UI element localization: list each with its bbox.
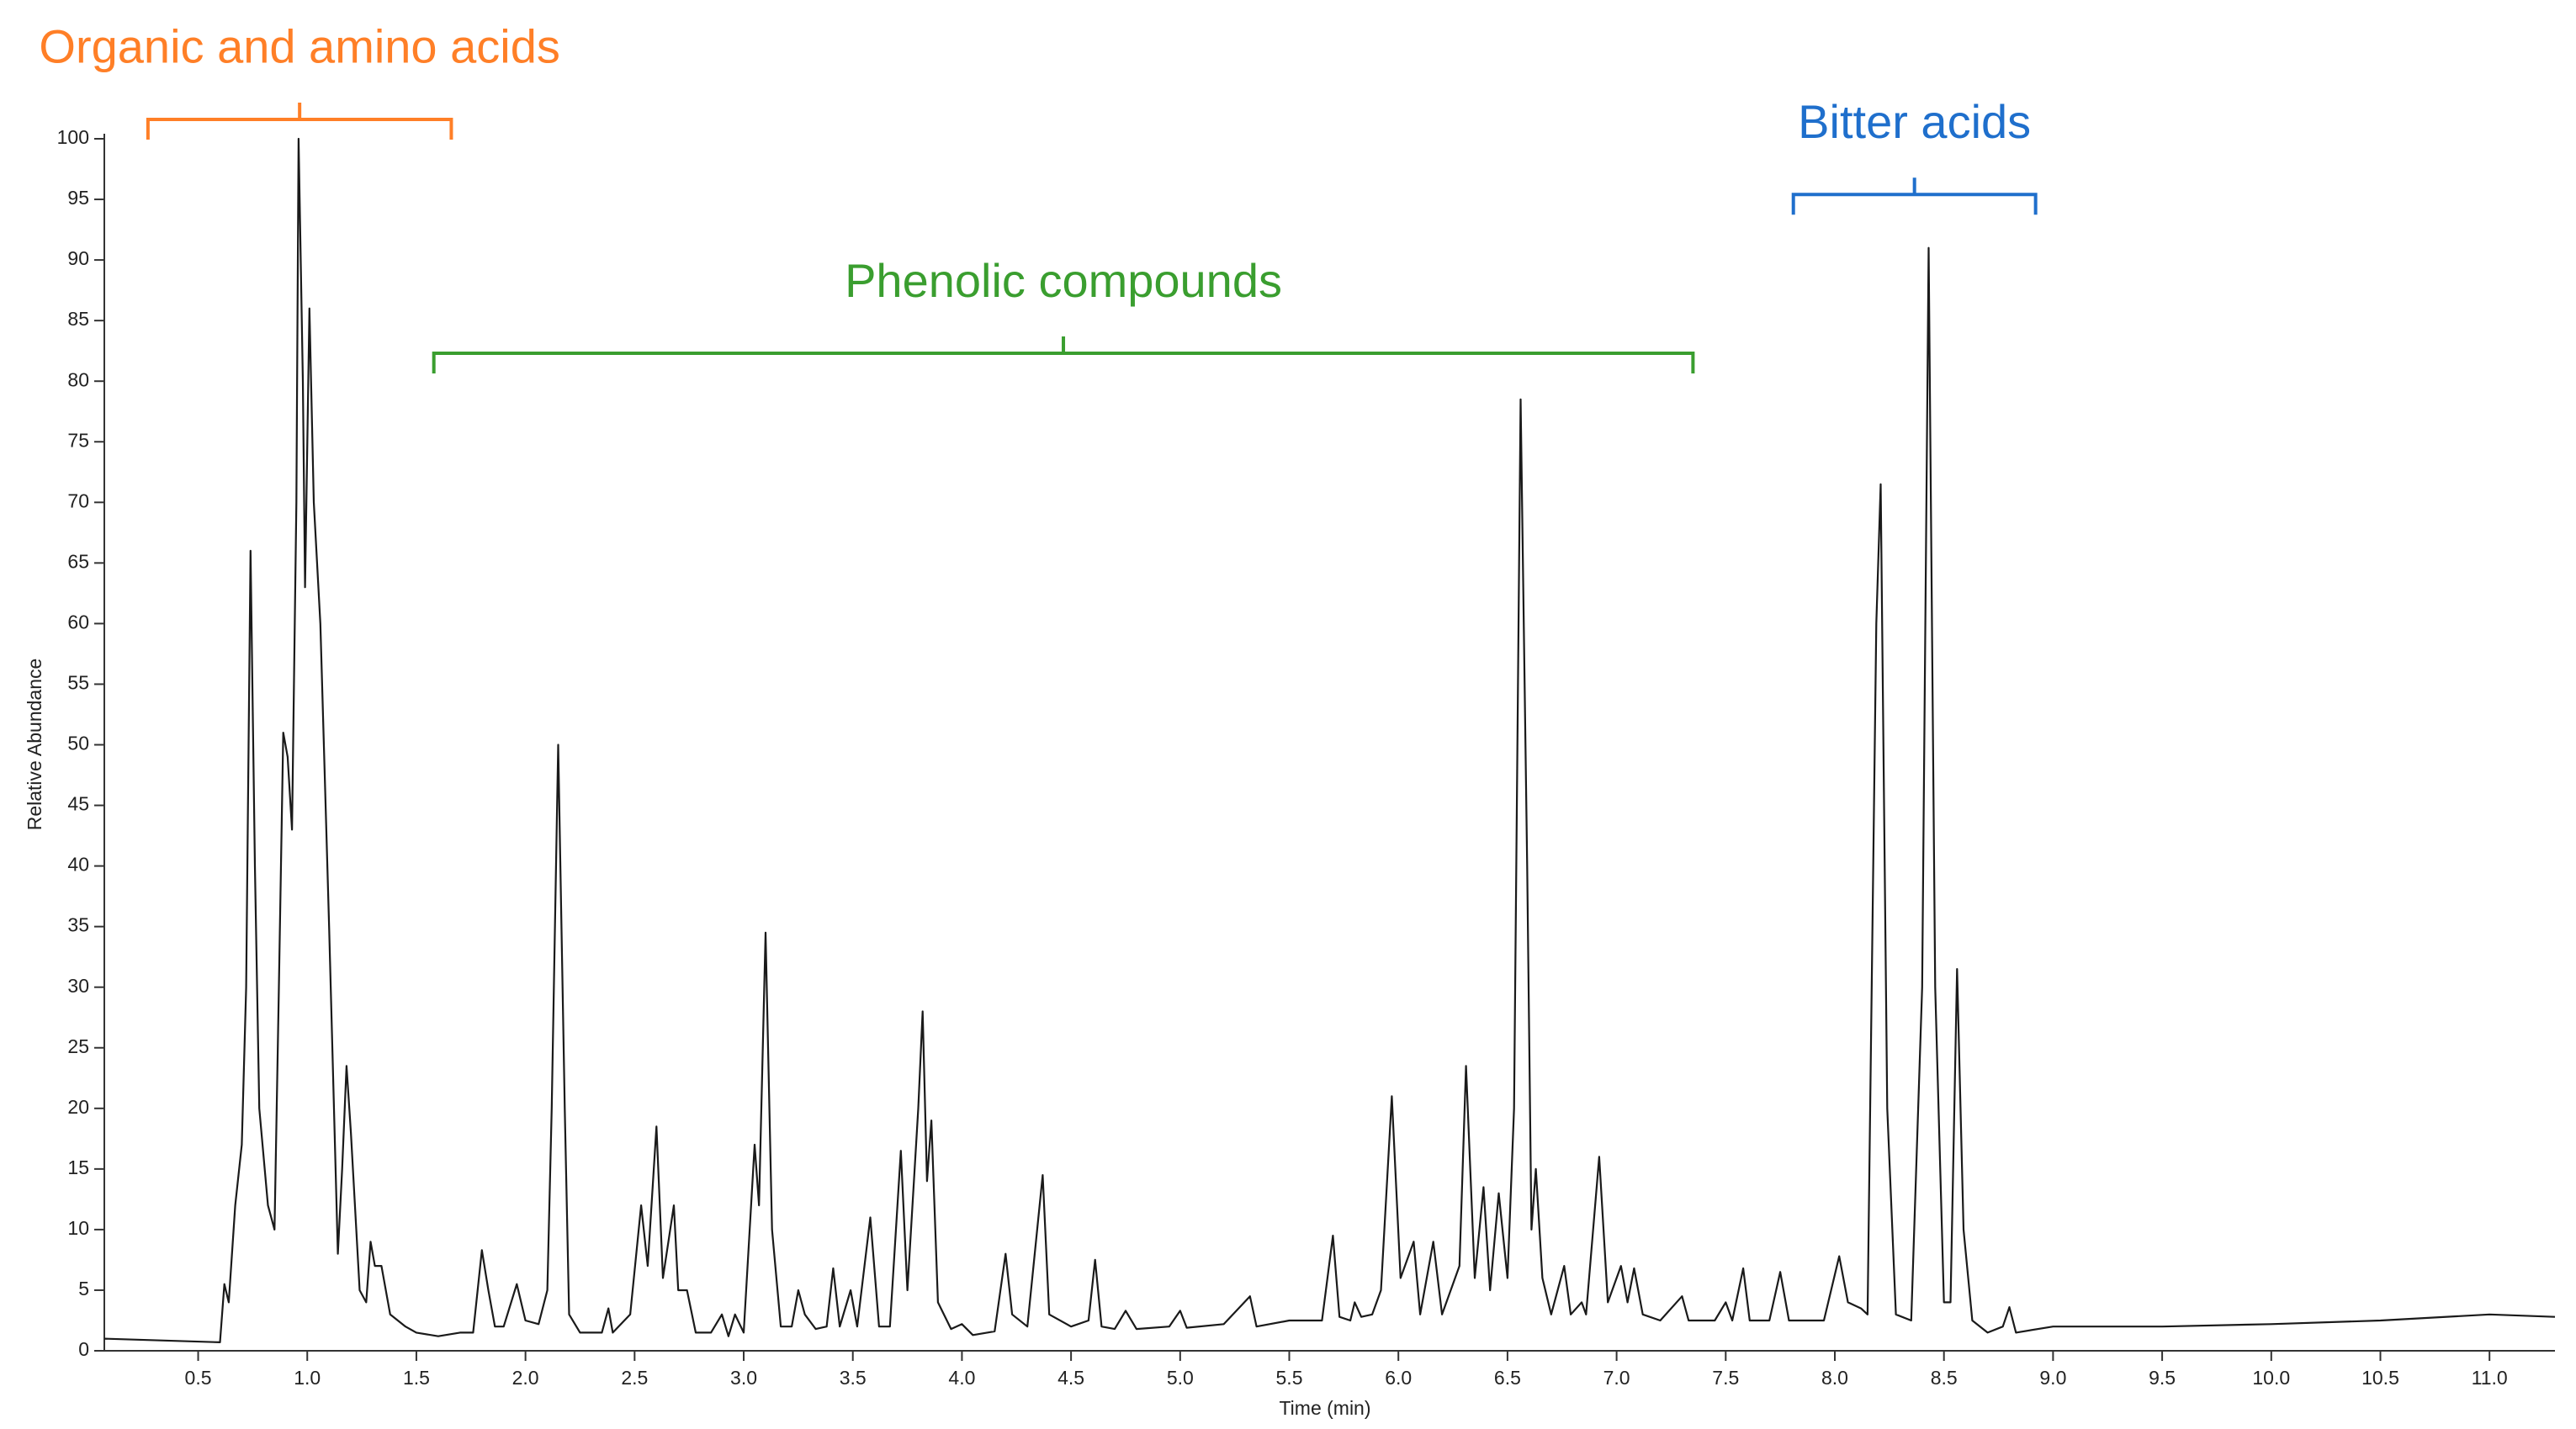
x-tick-label: 10.5 (2361, 1367, 2399, 1389)
bracket (146, 102, 453, 140)
x-tick-label: 6.0 (1385, 1367, 1412, 1389)
bracket (1791, 177, 2038, 215)
annotation-label: Organic and amino acids (39, 20, 559, 73)
x-tick-label: 3.0 (730, 1367, 757, 1389)
x-tick-label: 0.5 (185, 1367, 212, 1389)
x-tick-label: 1.5 (403, 1367, 430, 1389)
y-tick-label: 25 (67, 1035, 89, 1057)
x-tick-label: 9.0 (2039, 1367, 2066, 1389)
y-tick-label: 90 (67, 247, 89, 269)
y-tick-label: 60 (67, 611, 89, 632)
x-tick-label: 5.0 (1167, 1367, 1194, 1389)
y-tick-label: 55 (67, 672, 89, 694)
y-axis-label: Relative Abundance (24, 659, 45, 831)
x-tick-label: 2.0 (512, 1367, 539, 1389)
y-tick-label: 35 (67, 914, 89, 936)
x-tick-label: 6.5 (1494, 1367, 1521, 1389)
x-tick-label: 9.5 (2149, 1367, 2176, 1389)
x-tick-label: 8.0 (1821, 1367, 1848, 1389)
y-tick-label: 45 (67, 793, 89, 815)
x-axis-label: Time (min) (1279, 1397, 1370, 1419)
bracket (432, 336, 1695, 374)
x-tick-label: 10.0 (2252, 1367, 2290, 1389)
x-tick-label: 8.5 (1931, 1367, 1958, 1389)
annotation-label: Phenolic compounds (845, 254, 1282, 307)
y-tick-label: 20 (67, 1096, 89, 1118)
y-tick-label: 65 (67, 550, 89, 572)
x-tick-label: 3.5 (840, 1367, 867, 1389)
y-tick-label: 0 (78, 1338, 89, 1360)
x-tick-label: 4.5 (1057, 1367, 1084, 1389)
trace (103, 137, 2556, 1343)
x-tick-label: 7.5 (1712, 1367, 1739, 1389)
y-tick-label: 40 (67, 854, 89, 876)
y-tick-label: 30 (67, 975, 89, 997)
y-tick-label: 15 (67, 1156, 89, 1178)
x-tick-label: 11.0 (2472, 1367, 2508, 1389)
x-tick-label: 1.0 (294, 1367, 321, 1389)
y-tick-label: 85 (67, 308, 89, 330)
y-tick-label: 75 (67, 429, 89, 451)
y-tick-label: 70 (67, 490, 89, 511)
x-tick-label: 2.5 (621, 1367, 648, 1389)
y-tick-label: 50 (67, 733, 89, 754)
y-tick-label: 5 (78, 1278, 89, 1299)
y-tick-label: 10 (67, 1217, 89, 1239)
x-tick-label: 4.0 (948, 1367, 975, 1389)
x-tick-label: 5.5 (1276, 1367, 1303, 1389)
y-tick-label: 80 (67, 368, 89, 390)
x-tick-label: 7.0 (1603, 1367, 1630, 1389)
y-tick-label: 95 (67, 187, 89, 209)
annotation-label: Bitter acids (1798, 95, 2031, 148)
y-tick-label: 100 (57, 126, 89, 148)
